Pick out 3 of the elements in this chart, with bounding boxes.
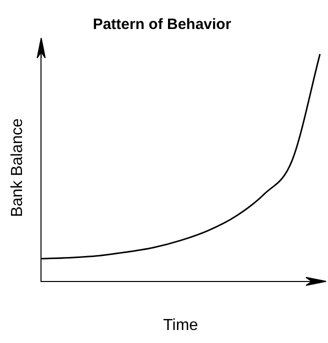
y-axis-title: Bank Balance xyxy=(9,118,26,218)
chart-title: Pattern of Behavior xyxy=(92,16,232,34)
x-axis-title: Time xyxy=(163,316,198,334)
